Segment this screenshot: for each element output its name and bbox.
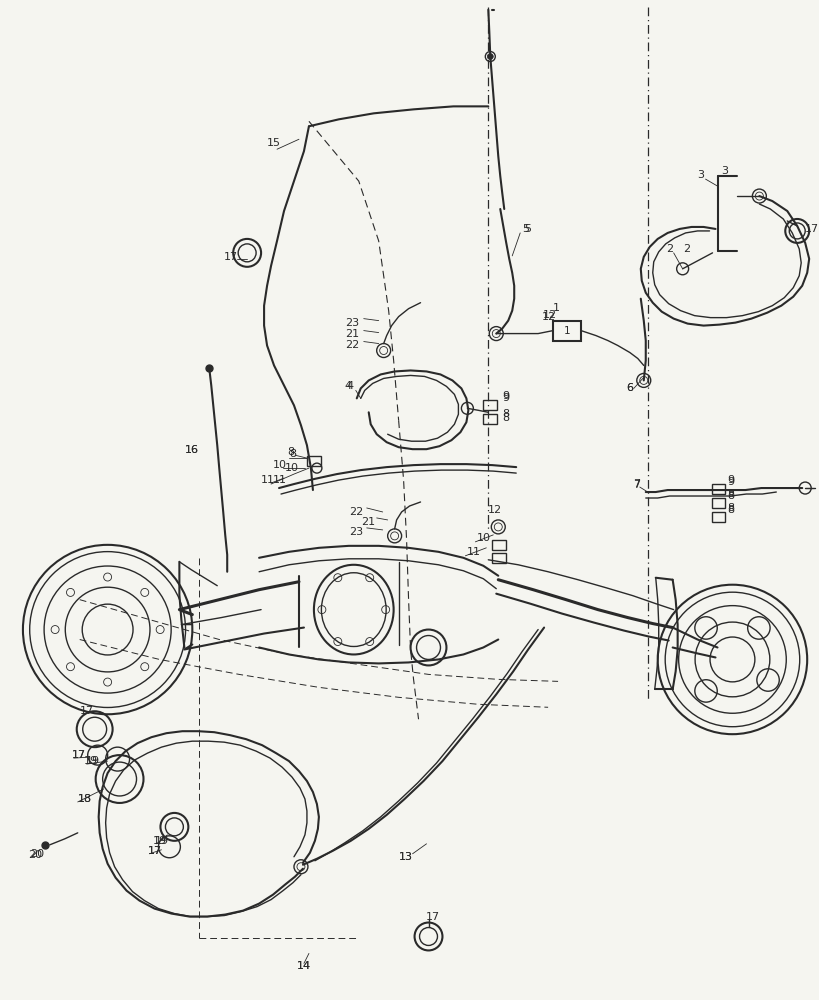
Text: 19: 19: [152, 836, 166, 846]
Text: 8: 8: [726, 503, 734, 513]
Text: 2: 2: [665, 244, 672, 254]
Bar: [306, 456, 320, 466]
Text: 4: 4: [344, 381, 351, 391]
Text: 13: 13: [398, 852, 412, 862]
Text: 18: 18: [78, 794, 92, 804]
Text: 9: 9: [502, 393, 509, 403]
Text: 17: 17: [147, 846, 161, 856]
Text: 22: 22: [348, 507, 363, 517]
Circle shape: [485, 52, 495, 62]
Text: 19: 19: [86, 756, 100, 766]
Text: 20: 20: [28, 850, 42, 860]
Text: 9: 9: [726, 477, 734, 487]
Text: 16: 16: [184, 445, 198, 455]
Text: 12: 12: [542, 310, 557, 320]
Text: 22: 22: [344, 340, 359, 350]
Text: 13: 13: [398, 852, 412, 862]
Text: 16: 16: [184, 445, 198, 455]
Text: 8: 8: [726, 489, 734, 499]
Bar: [711, 498, 725, 508]
Text: 17: 17: [425, 912, 439, 922]
Text: 11: 11: [273, 475, 287, 485]
Text: 17: 17: [224, 252, 238, 262]
Bar: [482, 400, 496, 410]
Text: 8: 8: [287, 447, 294, 457]
Text: 14: 14: [296, 961, 310, 971]
Text: 17: 17: [72, 750, 86, 760]
Text: 23: 23: [348, 527, 363, 537]
Text: 4: 4: [346, 381, 354, 391]
Text: 2: 2: [681, 244, 689, 254]
Text: 17: 17: [804, 224, 818, 234]
Text: 7: 7: [632, 479, 639, 489]
Bar: [482, 414, 496, 424]
Text: 14: 14: [296, 961, 310, 971]
Text: 21: 21: [344, 329, 359, 339]
Text: 6: 6: [625, 383, 632, 393]
Bar: [491, 540, 505, 550]
Circle shape: [486, 54, 493, 60]
Text: 19: 19: [84, 756, 97, 766]
Text: 12: 12: [541, 312, 555, 322]
Text: 5: 5: [522, 224, 528, 234]
Text: 17: 17: [72, 750, 86, 760]
Text: 3: 3: [697, 170, 704, 180]
Text: 19: 19: [154, 836, 169, 846]
Text: 10: 10: [476, 533, 490, 543]
Text: 10: 10: [285, 463, 299, 473]
Text: 6: 6: [625, 383, 632, 393]
Text: 9: 9: [726, 475, 734, 485]
Text: 11: 11: [466, 547, 480, 557]
Text: 8: 8: [288, 449, 296, 459]
Text: 21: 21: [360, 517, 374, 527]
Text: 5: 5: [523, 224, 531, 234]
Text: 17: 17: [147, 846, 161, 856]
Text: 11: 11: [260, 475, 274, 485]
Text: 8: 8: [502, 413, 509, 423]
Bar: [552, 321, 581, 341]
Text: 18: 18: [78, 794, 92, 804]
Text: 8: 8: [726, 491, 734, 501]
Text: 1: 1: [563, 326, 570, 336]
Text: 8: 8: [726, 505, 734, 515]
Text: 23: 23: [344, 318, 359, 328]
Text: 7: 7: [632, 480, 639, 490]
Bar: [711, 484, 725, 494]
Text: 3: 3: [721, 166, 727, 176]
Text: 8: 8: [502, 409, 509, 419]
Bar: [491, 553, 505, 563]
Text: 17: 17: [79, 706, 93, 716]
Text: 9: 9: [502, 391, 509, 401]
Bar: [711, 512, 725, 522]
Text: 12: 12: [487, 505, 502, 515]
Text: 1: 1: [552, 303, 559, 313]
Text: 15: 15: [267, 138, 281, 148]
Text: 20: 20: [29, 849, 44, 859]
Text: 10: 10: [273, 460, 287, 470]
